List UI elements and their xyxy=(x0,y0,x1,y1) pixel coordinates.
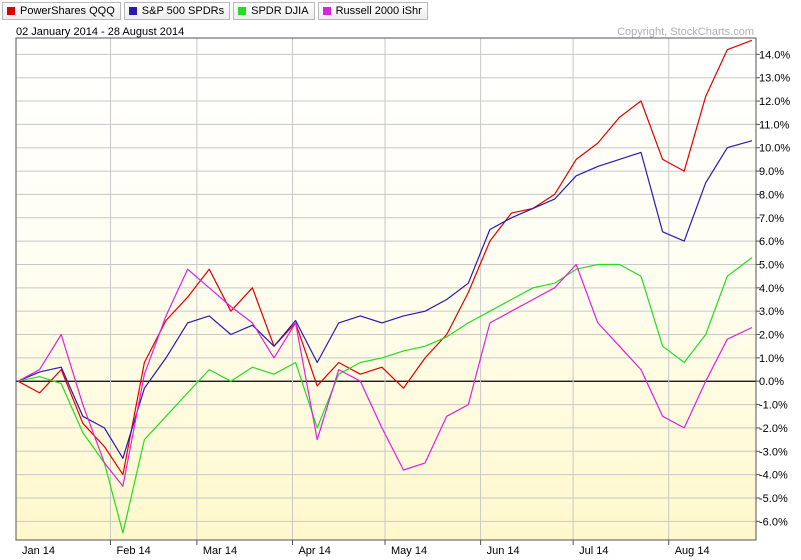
y-tick-label: 14.0% xyxy=(759,49,790,61)
y-tick-label: 7.0% xyxy=(759,213,784,225)
x-tick-label: Jul 14 xyxy=(579,545,608,557)
y-tick-label: 10.0% xyxy=(759,143,790,155)
y-tick-label: 9.0% xyxy=(759,166,784,178)
legend-item[interactable]: SPDR DJIA xyxy=(233,2,315,20)
legend-label: PowerShares QQQ xyxy=(20,5,115,17)
x-tick-label: May 14 xyxy=(391,545,427,557)
copyright-label: Copyright, StockCharts.com xyxy=(617,26,754,38)
x-tick-label: Aug 14 xyxy=(675,545,710,557)
y-tick-label: 1.0% xyxy=(759,353,784,365)
legend-swatch xyxy=(7,7,15,15)
y-tick-label: 2.0% xyxy=(759,330,784,342)
series-line-spdr-djia xyxy=(17,257,753,534)
legend-item[interactable]: S&P 500 SPDRs xyxy=(123,2,231,20)
plot-background xyxy=(16,38,756,540)
y-tick-label: 0.0% xyxy=(759,376,784,388)
legend-swatch xyxy=(322,7,331,15)
x-tick-label: Jan 14 xyxy=(22,545,55,557)
y-tick-label: 8.0% xyxy=(759,189,784,201)
y-axis-ticks: -6.0% -5.0% -4.0% -3.0% -2.0% -1.0% 0.0% 1.0% 2.… xyxy=(756,49,790,528)
y-tick-label: 11.0% xyxy=(759,119,790,131)
y-tick-label: 13.0% xyxy=(759,73,790,85)
legend-swatch xyxy=(238,7,247,15)
y-tick-label: 12.0% xyxy=(759,96,790,108)
series-line-powershares-qqq xyxy=(17,39,753,476)
date-range-label: 02 January 2014 - 28 August 2014 xyxy=(16,26,184,38)
y-tick-label: -3.0% xyxy=(759,446,788,458)
y-tick-label: 4.0% xyxy=(759,283,784,295)
series-line-russell-2000-ishr xyxy=(17,263,753,487)
legend-item[interactable]: PowerShares QQQ xyxy=(2,2,121,20)
plot-border xyxy=(15,37,757,541)
x-axis-ticks: Jan 14 Feb 14 Mar 14 Apr 14 May 14 Jun 14 Jul … xyxy=(22,540,710,557)
y-tick-label: -6.0% xyxy=(759,516,788,528)
y-tick-label: 3.0% xyxy=(759,306,784,318)
x-tick-label: Mar 14 xyxy=(203,545,237,557)
x-tick-label: Feb 14 xyxy=(117,545,151,557)
y-tick-label: -1.0% xyxy=(759,400,788,412)
x-tick-label: Jun 14 xyxy=(487,545,520,557)
series-lines xyxy=(17,39,753,534)
y-tick-label: -2.0% xyxy=(759,423,788,435)
legend-item[interactable]: Russell 2000 iShr xyxy=(317,2,428,20)
y-tick-label: 6.0% xyxy=(759,236,784,248)
legend-label: Russell 2000 iShr xyxy=(335,5,422,17)
y-tick-label: -4.0% xyxy=(759,470,788,482)
legend-label: S&P 500 SPDRs xyxy=(141,5,225,17)
legend-label: SPDR DJIA xyxy=(251,5,309,17)
y-tick-label: -5.0% xyxy=(759,493,788,505)
chart-legend: PowerShares QQQ S&P 500 SPDRs SPDR DJIA Rus… xyxy=(2,2,428,20)
legend-swatch xyxy=(128,7,137,15)
x-tick-label: Apr 14 xyxy=(298,545,330,557)
y-tick-label: 5.0% xyxy=(759,259,784,271)
